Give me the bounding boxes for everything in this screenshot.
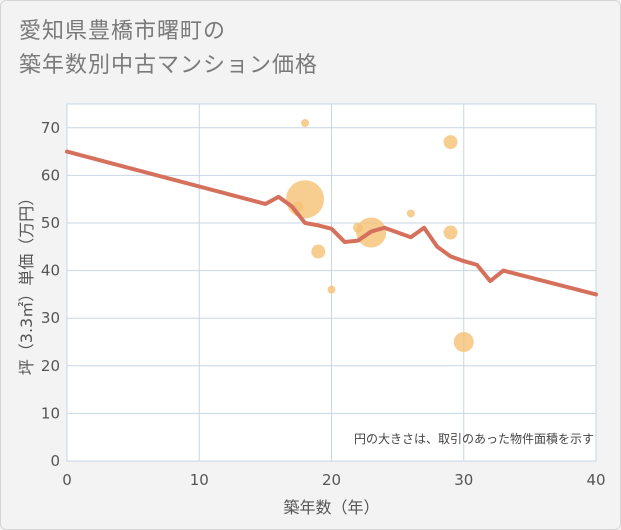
y-tick-labels: 0 10 20 30 40 50 60 70 [41,119,60,470]
bubble-size-note: 円の大きさは、取引のあった物件面積を示す [354,431,594,446]
y-tick-label: 50 [41,214,60,232]
bubble-point [443,225,458,240]
chart-title: 愛知県豊橋市曙町の 築年数別中古マンション価格 [19,15,318,83]
y-tick-label: 70 [41,119,60,137]
bubble-point [453,332,474,352]
bubble-point [311,244,326,259]
chart-title-line2: 築年数別中古マンション価格 [19,53,319,78]
x-axis-title: 築年数（年） [283,498,379,517]
x-tick-label: 20 [322,471,341,489]
x-tick-labels: 0 10 20 30 40 [62,471,605,489]
x-tick-label: 30 [454,471,473,489]
bubble-point [327,285,336,294]
y-tick-label: 30 [41,309,60,327]
bubble-point [406,209,415,218]
x-tick-label: 40 [586,471,605,489]
x-tick-label: 10 [190,471,209,489]
trend-line [65,149,598,297]
y-tick-label: 60 [41,166,60,184]
grid-lines [66,104,597,462]
bubble-point [286,180,325,219]
y-tick-label: 20 [41,357,60,375]
y-tick-label: 0 [50,452,60,470]
chart-title-line1: 愛知県豊橋市曙町の [19,19,227,44]
bubble-point [301,119,310,128]
x-tick-label: 0 [62,471,72,489]
y-tick-label: 40 [41,262,60,280]
y-tick-label: 10 [41,404,60,422]
bubble-point [443,135,458,150]
y-axis-title: 坪（3.3㎡）単価（万円） [17,190,36,375]
